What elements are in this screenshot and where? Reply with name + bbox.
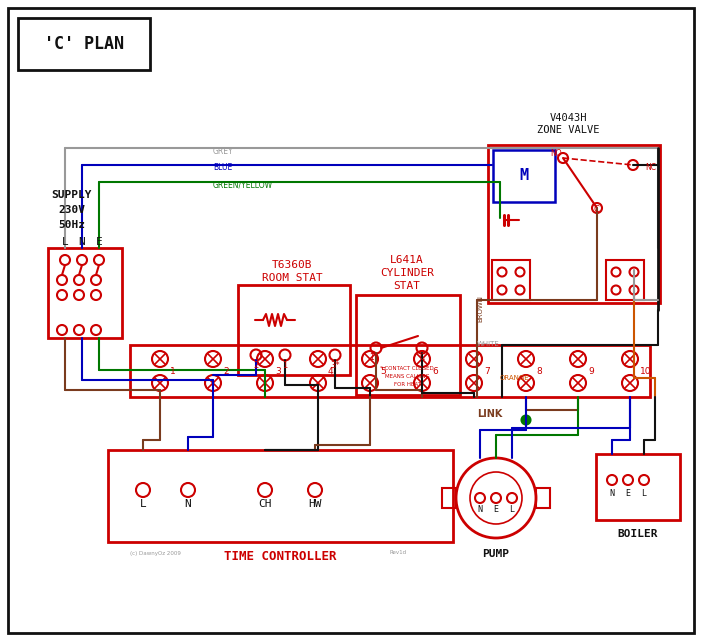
Text: SUPPLY: SUPPLY — [52, 190, 92, 200]
Bar — [596, 454, 680, 520]
Text: LINK: LINK — [477, 409, 503, 419]
Text: TIME CONTROLLER: TIME CONTROLLER — [224, 549, 336, 563]
Text: 1: 1 — [170, 367, 176, 376]
Text: FOR HEAT: FOR HEAT — [394, 381, 420, 387]
Text: ORANGE: ORANGE — [500, 375, 529, 381]
Text: L641A: L641A — [390, 255, 424, 265]
Text: 230V: 230V — [58, 205, 86, 215]
Bar — [492, 260, 530, 300]
Text: V4043H: V4043H — [549, 113, 587, 123]
Text: 1*: 1* — [370, 353, 378, 363]
Text: 1: 1 — [282, 362, 288, 370]
Text: (c) DawnyOz 2009: (c) DawnyOz 2009 — [130, 551, 181, 556]
Text: STAT: STAT — [394, 281, 420, 291]
Text: GREEN/YELLOW: GREEN/YELLOW — [213, 181, 273, 190]
Bar — [48, 248, 122, 338]
Text: T6360B: T6360B — [272, 260, 312, 270]
Text: 4: 4 — [328, 367, 333, 376]
Text: E: E — [95, 237, 102, 247]
Text: CYLINDER: CYLINDER — [380, 268, 434, 278]
Text: L: L — [140, 499, 147, 509]
Text: L: L — [642, 488, 647, 497]
Text: WHITE: WHITE — [477, 341, 500, 347]
Text: E: E — [494, 506, 498, 515]
Text: 3*: 3* — [330, 362, 340, 370]
Text: MEANS CALLING: MEANS CALLING — [385, 374, 430, 378]
Text: L: L — [510, 506, 515, 515]
Text: L: L — [62, 237, 68, 247]
Bar — [536, 488, 550, 508]
Text: 9: 9 — [588, 367, 594, 376]
Text: M: M — [519, 169, 529, 183]
Text: 10: 10 — [640, 367, 651, 376]
Text: 2: 2 — [223, 367, 229, 376]
Text: N: N — [609, 488, 614, 497]
Text: N: N — [477, 506, 482, 515]
Text: BOILER: BOILER — [618, 529, 658, 539]
Bar — [606, 260, 644, 300]
Text: 5: 5 — [380, 367, 386, 376]
Text: PUMP: PUMP — [482, 549, 510, 559]
Bar — [18, 18, 150, 70]
Text: 8: 8 — [536, 367, 542, 376]
Bar — [442, 488, 456, 508]
Text: N: N — [79, 237, 86, 247]
Text: HW: HW — [308, 499, 322, 509]
Text: C: C — [593, 206, 599, 215]
Text: E: E — [625, 488, 630, 497]
Text: 2: 2 — [253, 362, 258, 370]
Text: N: N — [185, 499, 192, 509]
Bar — [488, 145, 660, 303]
Bar — [493, 150, 555, 202]
Text: 7: 7 — [484, 367, 490, 376]
Text: NO: NO — [550, 149, 562, 158]
Text: GREY: GREY — [213, 147, 234, 156]
Bar — [238, 285, 350, 375]
Bar — [130, 345, 650, 397]
Text: 6: 6 — [432, 367, 438, 376]
Text: C: C — [419, 353, 425, 363]
Text: CH: CH — [258, 499, 272, 509]
Bar — [356, 295, 460, 395]
Text: ZONE VALVE: ZONE VALVE — [537, 125, 600, 135]
Text: 'C' PLAN: 'C' PLAN — [44, 35, 124, 53]
Text: BROWN: BROWN — [477, 294, 483, 322]
Text: ROOM STAT: ROOM STAT — [262, 273, 322, 283]
Text: NC: NC — [645, 163, 656, 172]
Bar — [108, 450, 453, 542]
Text: BLUE: BLUE — [213, 163, 232, 172]
Text: Rev1d: Rev1d — [390, 551, 407, 556]
Text: * CONTACT CLOSED: * CONTACT CLOSED — [380, 365, 434, 370]
Text: 3: 3 — [275, 367, 281, 376]
Text: 50Hz: 50Hz — [58, 220, 86, 230]
Circle shape — [522, 415, 531, 424]
